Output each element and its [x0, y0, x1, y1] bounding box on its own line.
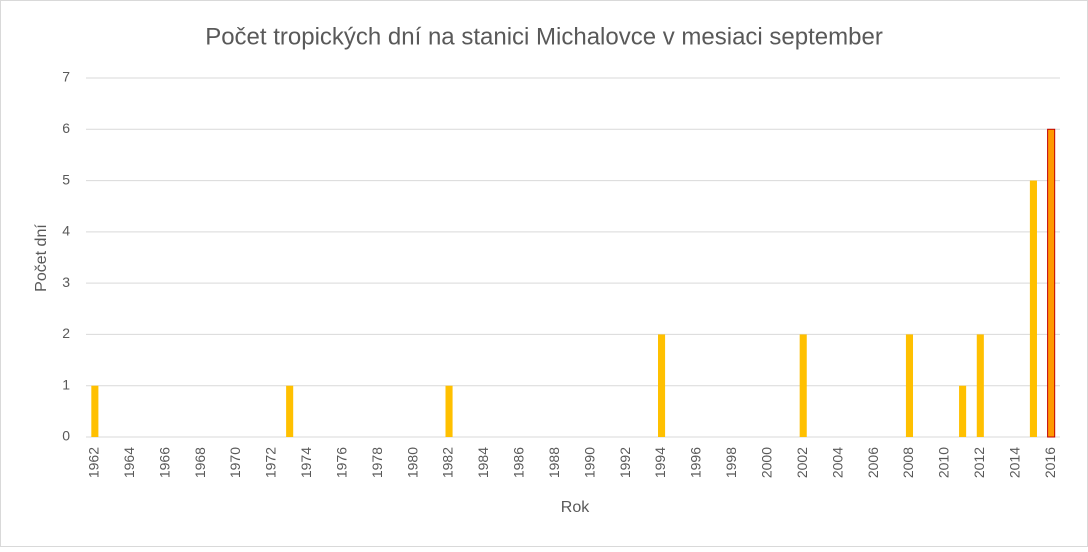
bar [1029, 180, 1037, 438]
x-tick-label: 2004 [829, 447, 845, 478]
x-tick-label: 1962 [86, 447, 102, 478]
bar [976, 334, 984, 437]
y-tick-label: 1 [62, 376, 70, 392]
x-tick-label: 2010 [936, 447, 952, 478]
y-tick-label: 5 [62, 171, 70, 187]
x-tick-label: 1988 [546, 447, 562, 478]
x-tick-label: 2012 [971, 447, 987, 478]
y-tick-label: 4 [62, 223, 70, 239]
x-tick-label: 2006 [865, 447, 881, 478]
x-tick-label: 2014 [1006, 447, 1022, 478]
x-tick-label: 1990 [581, 447, 597, 478]
y-tick-label: 3 [62, 274, 70, 290]
bar [658, 334, 666, 437]
bar [799, 334, 807, 437]
x-tick-label: 2000 [759, 447, 775, 478]
x-tick-label: 1970 [227, 447, 243, 478]
y-tick-label: 7 [62, 69, 70, 85]
x-tick-label: 1968 [192, 447, 208, 478]
x-tick-label: 1998 [723, 447, 739, 478]
bar [286, 385, 294, 437]
x-tick-label: 1964 [121, 447, 137, 478]
y-tick-label: 2 [62, 325, 70, 341]
x-tick-label: 1974 [298, 447, 314, 478]
x-tick-label: 1982 [440, 447, 456, 478]
x-axis-title: Rok [561, 499, 590, 516]
x-tick-label: 1978 [369, 447, 385, 478]
x-tick-label: 2008 [900, 447, 916, 478]
x-tick-label: 1976 [333, 447, 349, 478]
x-tick-label: 1994 [652, 447, 668, 478]
y-axis-title: Počet dní [33, 224, 50, 292]
bar [445, 385, 453, 437]
y-tick-label: 0 [62, 428, 70, 444]
bar [91, 385, 99, 437]
x-tick-label: 1984 [475, 447, 491, 478]
x-tick-label: 1992 [617, 447, 633, 478]
chart-title: Počet tropických dní na stanici Michalov… [205, 23, 883, 50]
x-tick-label: 1966 [156, 447, 172, 478]
x-tick-label: 2016 [1042, 447, 1058, 478]
bar [1047, 128, 1056, 438]
x-tick-label: 2002 [794, 447, 810, 478]
x-tick-label: 1980 [404, 447, 420, 478]
x-tick-label: 1986 [511, 447, 527, 478]
bar [905, 334, 914, 437]
bar [959, 385, 967, 437]
x-tick-label: 1972 [263, 447, 279, 478]
x-tick-label: 1996 [688, 447, 704, 478]
y-tick-label: 6 [62, 120, 70, 136]
